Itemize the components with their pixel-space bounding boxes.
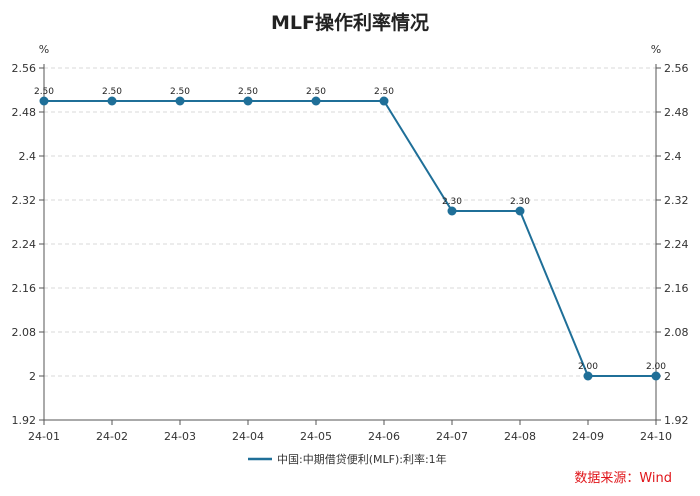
data-point (243, 96, 253, 106)
y-tick-label-left: 2 (29, 370, 36, 383)
x-tick-label: 24-04 (232, 430, 264, 443)
x-tick-label: 24-03 (164, 430, 196, 443)
x-tick-label: 24-02 (96, 430, 128, 443)
x-tick-label: 24-09 (572, 430, 604, 443)
y-tick-label-right: 1.92 (664, 414, 689, 427)
data-point (379, 96, 389, 106)
y-tick-label-right: 2.16 (664, 282, 689, 295)
data-point (39, 96, 49, 106)
data-label: 2.50 (170, 87, 190, 97)
data-labels: 2.50 2.50 2.50 2.50 2.50 2.50 2.30 2.30 2.00 2.00 (34, 87, 666, 372)
legend: 中国:中期借贷便利(MLF):利率:1年 (248, 452, 447, 466)
data-point (311, 96, 321, 106)
source-note: 数据来源：Wind (574, 471, 672, 486)
y-tick-label-left: 1.92 (12, 414, 37, 427)
y-tick-label-left: 2.4 (19, 150, 37, 163)
y-tick-label-left: 2.16 (12, 282, 37, 295)
y-tick-label-left: 2.08 (12, 326, 37, 339)
data-label: 2.00 (578, 362, 598, 372)
chart-title: MLF操作利率情况 (271, 11, 429, 34)
grid-lines (44, 67, 656, 377)
data-point (447, 206, 457, 216)
y-tick-label-right: 2.08 (664, 326, 689, 339)
y-tick-label-right: 2.48 (664, 106, 689, 119)
series-line-mlf (39, 96, 661, 381)
x-tick-label: 24-05 (300, 430, 332, 443)
data-label: 2.50 (374, 87, 394, 97)
axes: 1.92 1.922 22.08 2.082.16 2.162.24 2.242.32 2.… (12, 62, 689, 443)
data-label: 2.30 (510, 197, 530, 207)
legend-label: 中国:中期借贷便利(MLF):利率:1年 (277, 452, 447, 466)
data-point (175, 96, 185, 106)
y-tick-label-left: 2.48 (12, 106, 37, 119)
y-axis-right-unit: % (651, 43, 661, 56)
x-tick-label: 24-06 (368, 430, 400, 443)
data-label: 2.50 (102, 87, 122, 97)
y-tick-label-left: 2.32 (12, 194, 37, 207)
data-label: 2.50 (34, 87, 54, 97)
data-point (651, 371, 661, 381)
data-label: 2.50 (238, 87, 258, 97)
y-axis-left-unit: % (39, 43, 49, 56)
y-tick-label-left: 2.24 (12, 238, 37, 251)
y-tick-label-left: 2.56 (12, 62, 37, 75)
data-label: 2.50 (306, 87, 326, 97)
data-point (515, 206, 525, 216)
y-tick-label-right: 2.24 (664, 238, 689, 251)
data-label: 2.30 (442, 197, 462, 207)
data-point (107, 96, 117, 106)
x-tick-label: 24-01 (28, 430, 60, 443)
x-tick-label: 24-10 (640, 430, 672, 443)
x-tick-label: 24-07 (436, 430, 468, 443)
y-tick-label-right: 2.4 (664, 150, 682, 163)
y-tick-label-right: 2.32 (664, 194, 689, 207)
data-label: 2.00 (646, 362, 666, 372)
series-line (44, 100, 656, 377)
y-tick-label-right: 2.56 (664, 62, 689, 75)
y-tick-label-right: 2 (664, 370, 671, 383)
data-point (583, 371, 593, 381)
x-tick-label: 24-08 (504, 430, 536, 443)
